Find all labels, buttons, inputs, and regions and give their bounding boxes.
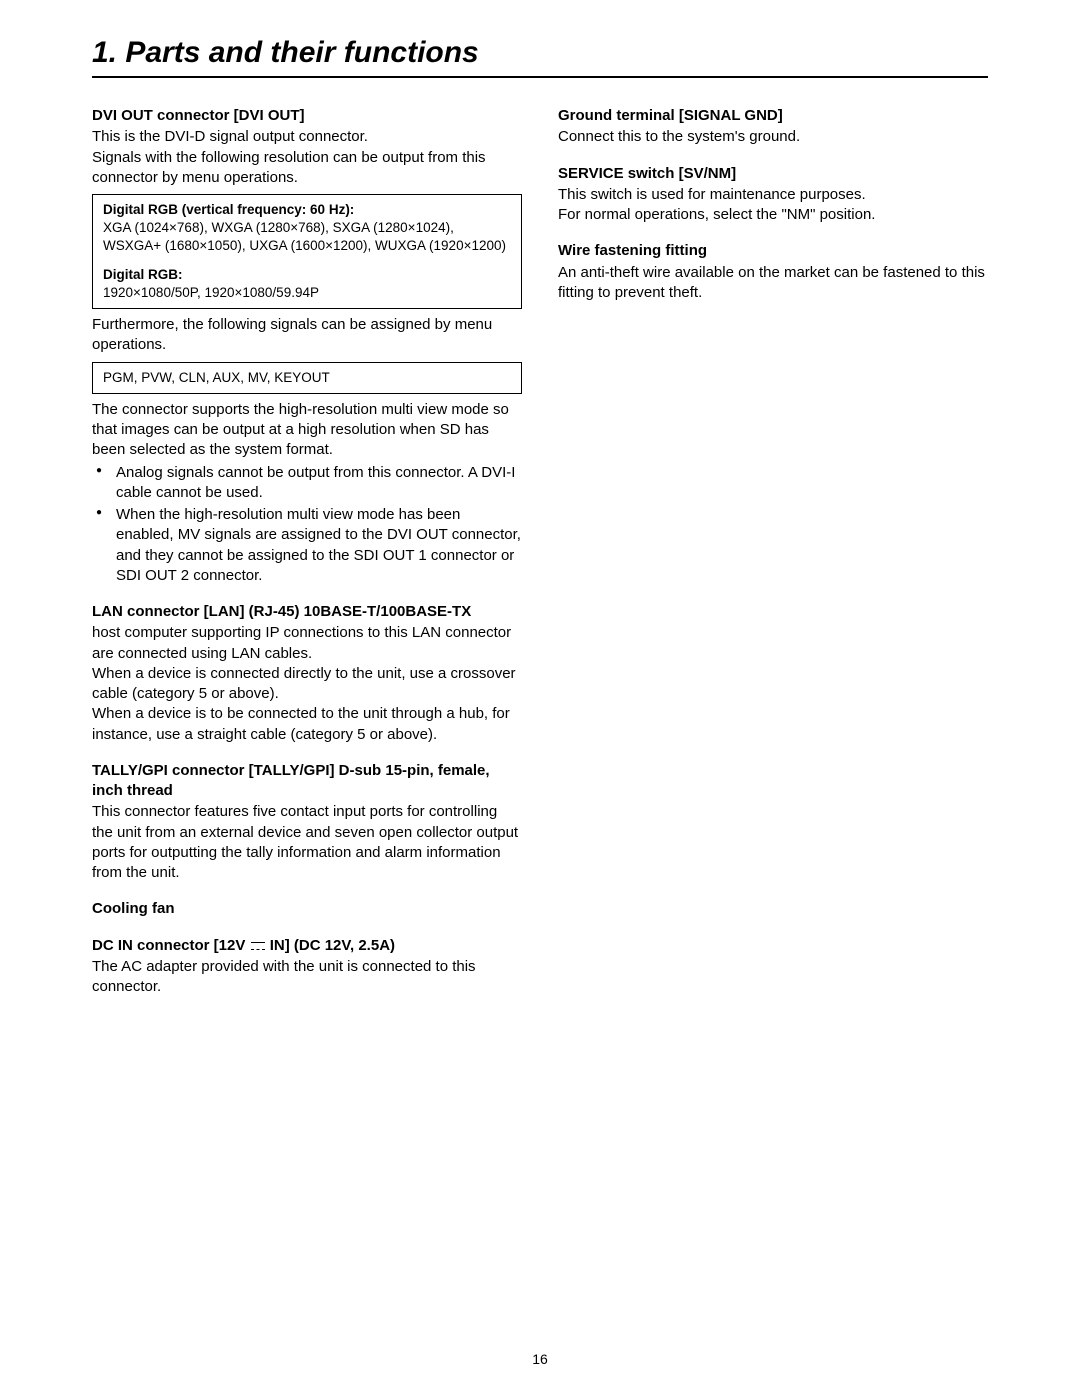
page-title: 1. Parts and their functions bbox=[92, 36, 988, 78]
lan-heading: LAN connector [LAN] (RJ-45) 10BASE-T/100… bbox=[92, 602, 522, 622]
dvi-out-box-1: Digital RGB (vertical frequency: 60 Hz):… bbox=[92, 194, 522, 309]
wire-heading: Wire fastening fitting bbox=[558, 241, 988, 261]
dvi-out-text-3: Furthermore, the following signals can b… bbox=[92, 315, 522, 356]
svc-heading: SERVICE switch [SV/NM] bbox=[558, 164, 988, 184]
tally-text-1: This connector features five contact inp… bbox=[92, 802, 522, 883]
dvi-out-text-4: The connector supports the high-resoluti… bbox=[92, 400, 522, 461]
dvi-out-bullet-2: When the high-resolution multi view mode… bbox=[108, 505, 522, 586]
box1-heading-1: Digital RGB (vertical frequency: 60 Hz): bbox=[103, 201, 511, 219]
right-column: Ground terminal [SIGNAL GND] Connect thi… bbox=[558, 106, 988, 997]
dcin-heading-post: IN] (DC 12V, 2.5A) bbox=[266, 937, 396, 954]
dvi-out-bullet-1: Analog signals cannot be output from thi… bbox=[108, 463, 522, 504]
fan-heading: Cooling fan bbox=[92, 899, 522, 919]
box1-text-1: XGA (1024×768), WXGA (1280×768), SXGA (1… bbox=[103, 219, 511, 255]
page-number: 16 bbox=[0, 1351, 1080, 1367]
dcin-heading-pre: DC IN connector [12V bbox=[92, 937, 250, 954]
dvi-out-bullets: Analog signals cannot be output from thi… bbox=[92, 463, 522, 587]
dvi-out-heading: DVI OUT connector [DVI OUT] bbox=[92, 106, 522, 126]
wire-text-1: An anti-theft wire available on the mark… bbox=[558, 263, 988, 304]
lan-text-3: When a device is to be connected to the … bbox=[92, 704, 522, 745]
lan-text-1: host computer supporting IP connections … bbox=[92, 623, 522, 664]
dcin-heading: DC IN connector [12V IN] (DC 12V, 2.5A) bbox=[92, 936, 522, 956]
tally-heading: TALLY/GPI connector [TALLY/GPI] D-sub 15… bbox=[92, 761, 522, 802]
svc-text-1: This switch is used for maintenance purp… bbox=[558, 185, 988, 205]
svc-text-2: For normal operations, select the "NM" p… bbox=[558, 205, 988, 225]
left-column: DVI OUT connector [DVI OUT] This is the … bbox=[92, 106, 522, 997]
gnd-text-1: Connect this to the system's ground. bbox=[558, 127, 988, 147]
dcin-text-1: The AC adapter provided with the unit is… bbox=[92, 957, 522, 998]
gnd-heading: Ground terminal [SIGNAL GND] bbox=[558, 106, 988, 126]
box1-heading-2: Digital RGB: bbox=[103, 266, 511, 284]
dvi-out-text-1: This is the DVI-D signal output connecto… bbox=[92, 127, 522, 147]
dvi-out-text-2: Signals with the following resolution ca… bbox=[92, 148, 522, 189]
content-columns: DVI OUT connector [DVI OUT] This is the … bbox=[92, 106, 988, 997]
lan-text-2: When a device is connected directly to t… bbox=[92, 664, 522, 705]
box1-text-2: 1920×1080/50P, 1920×1080/59.94P bbox=[103, 284, 511, 302]
dvi-out-box-2: PGM, PVW, CLN, AUX, MV, KEYOUT bbox=[92, 362, 522, 394]
box2-text: PGM, PVW, CLN, AUX, MV, KEYOUT bbox=[103, 369, 511, 387]
dc-symbol-icon bbox=[251, 941, 265, 951]
